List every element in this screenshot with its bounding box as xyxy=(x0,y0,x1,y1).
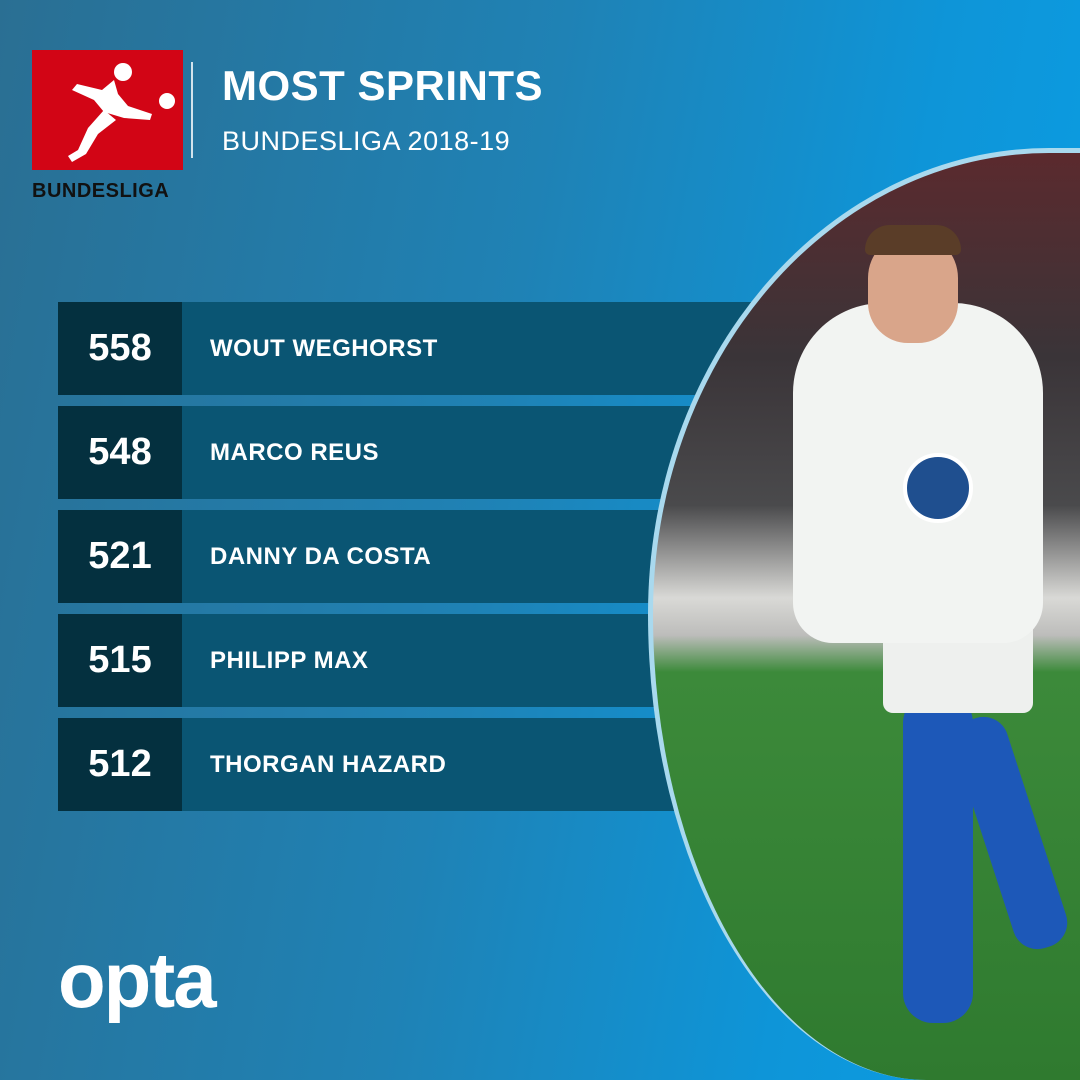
sprint-count: 548 xyxy=(58,406,182,499)
player-name: WOUT WEGHORST xyxy=(210,334,438,362)
player-name: DANNY DA COSTA xyxy=(210,542,432,570)
player-name: MARCO REUS xyxy=(210,438,380,466)
sprint-count: 515 xyxy=(58,614,182,707)
player-name: PHILIPP MAX xyxy=(210,646,369,674)
sprint-count: 512 xyxy=(58,718,182,811)
player-name: THORGAN HAZARD xyxy=(210,750,447,778)
bundesliga-logo xyxy=(32,50,183,170)
bundesliga-wordmark: BUNDESLIGA xyxy=(32,180,170,202)
player-photo xyxy=(648,148,1080,1080)
player-kicking-icon xyxy=(68,63,175,162)
vw-crest-icon xyxy=(903,453,973,523)
opta-logo: opta xyxy=(58,936,217,1024)
player-leg xyxy=(903,693,973,1023)
page-title: MOST SPRINTS xyxy=(222,62,544,109)
page-subtitle: BUNDESLIGA 2018-19 xyxy=(222,126,511,156)
player-hair xyxy=(865,225,961,255)
header-divider xyxy=(191,62,193,158)
ranking-row: 558 WOUT WEGHORST xyxy=(58,302,818,395)
sprint-count: 558 xyxy=(58,302,182,395)
sprint-count: 521 xyxy=(58,510,182,603)
